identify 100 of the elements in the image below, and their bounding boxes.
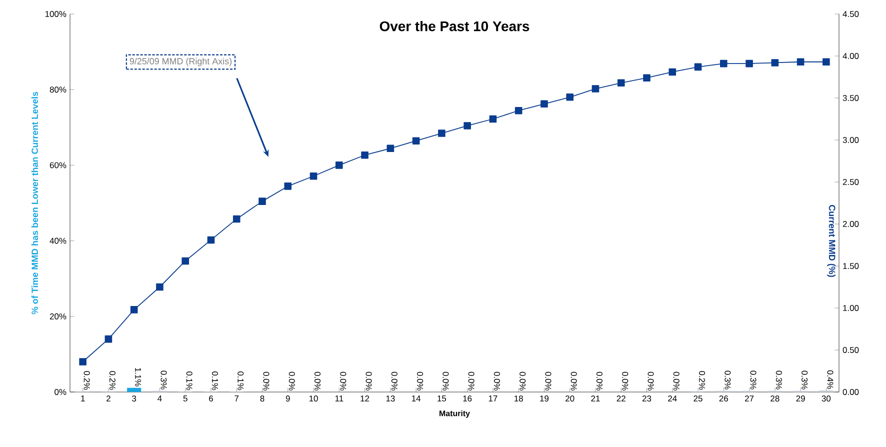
x-tick-label: 16: [463, 396, 472, 402]
point: [720, 60, 728, 68]
x-tick-label: 28: [770, 396, 780, 402]
point: [464, 122, 471, 130]
point: [489, 115, 497, 123]
y2-tick-label: 4.00: [842, 53, 859, 59]
point: [746, 60, 753, 68]
data-label: 0.0%: [468, 372, 474, 391]
x-tick-label: 19: [540, 396, 549, 402]
point: [694, 63, 702, 71]
x-tick-label: 12: [360, 396, 370, 402]
point: [438, 130, 446, 137]
data-label: 0.3%: [802, 370, 808, 390]
x-tick-label: 29: [796, 396, 805, 402]
x-tick-label: 6: [209, 396, 213, 402]
y-tick-label: 0%: [54, 389, 66, 395]
y2-tick-label: 3.00: [842, 137, 859, 143]
y-tick-label: 40%: [50, 238, 66, 244]
point: [361, 151, 368, 159]
data-label: 0.0%: [314, 372, 321, 391]
x-tick-label: 5: [183, 396, 188, 402]
x-tick-label: 11: [335, 396, 344, 402]
data-label: 0.0%: [596, 372, 602, 391]
data-label: 0.0%: [545, 372, 552, 391]
x-tick-label: 24: [668, 396, 677, 402]
x-tick-label: 15: [438, 396, 446, 402]
data-label: 0.0%: [494, 372, 500, 391]
data-label: 0.0%: [673, 372, 680, 391]
x-tick-label: 10: [309, 396, 318, 402]
data-label: 0.0%: [366, 372, 372, 391]
data-label: 0.1%: [212, 371, 218, 390]
x-tick-label: 18: [514, 396, 523, 402]
point: [592, 85, 600, 92]
x-tick-label: 2: [106, 396, 110, 402]
chart-title: Over the Past 10 Years: [380, 20, 530, 32]
data-label: 0.3%: [750, 370, 756, 390]
data-label: 0.2%: [699, 371, 706, 390]
x-tick-label: 26: [719, 396, 728, 402]
point: [232, 215, 240, 223]
y2-tick-label: 2.50: [842, 179, 859, 185]
data-label: 0.3%: [160, 370, 167, 390]
y2-tick-label: 1.00: [843, 305, 859, 311]
x-tick-label: 4: [158, 396, 162, 402]
y2-tick-label: 4.50: [842, 11, 859, 17]
data-label: 0.0%: [417, 372, 424, 391]
y2-tick-label: 0.00: [842, 389, 859, 395]
y2-tick-label: 0.50: [842, 347, 859, 353]
data-label: 0.0%: [622, 372, 628, 391]
x-tick-label: 13: [386, 396, 395, 402]
point: [566, 94, 574, 101]
point: [182, 257, 189, 265]
data-label: 0.2%: [84, 371, 90, 390]
y-tick-label: 20%: [50, 313, 66, 320]
point: [771, 59, 779, 66]
y-tick-label: 60%: [50, 162, 66, 168]
x-tick-label: 3: [132, 396, 136, 402]
point: [617, 79, 625, 87]
y2-axis-title: Current MMD (%): [827, 205, 836, 277]
point: [284, 182, 292, 190]
data-label: 0.0%: [520, 372, 526, 391]
point: [540, 100, 548, 108]
x-tick-label: 22: [616, 396, 626, 402]
data-label: 0.0%: [263, 372, 270, 391]
y2-tick-label: 1.50: [843, 263, 859, 269]
point: [514, 106, 522, 114]
y-tick-label: 100%: [45, 11, 66, 17]
point: [822, 58, 830, 66]
data-label: 0.4%: [827, 370, 834, 389]
x-tick-label: 7: [234, 396, 239, 402]
data-label: 0.0%: [570, 372, 577, 391]
x-tick-label: 17: [488, 396, 498, 402]
annotation: 9/25/09 MMD (Right Axis): [130, 58, 232, 66]
x-tick-label: 25: [694, 396, 702, 402]
data-label: 0.0%: [648, 372, 654, 391]
point: [643, 74, 650, 82]
point: [104, 335, 112, 343]
point: [310, 172, 318, 180]
data-label: 0.3%: [724, 370, 731, 390]
x-tick-label: 30: [822, 396, 831, 402]
data-label: 0.0%: [442, 372, 449, 391]
data-label: 0.2%: [109, 371, 116, 390]
data-label: 0.1%: [238, 371, 244, 390]
point: [156, 283, 164, 291]
x-tick-label: 21: [591, 396, 600, 402]
x-tick-label: 14: [412, 396, 421, 402]
point: [207, 236, 215, 244]
data-label: 1.1%: [135, 368, 142, 386]
y2-tick-label: 2.00: [842, 221, 859, 227]
data-label: 0.3%: [776, 370, 782, 390]
point: [386, 144, 394, 152]
x-tick-label: 9: [286, 396, 290, 402]
data-label: 0.0%: [391, 372, 398, 391]
point: [796, 58, 804, 66]
point: [412, 137, 420, 144]
x-tick-label: 1: [81, 396, 85, 402]
y-tick-label: 80%: [50, 86, 66, 93]
point: [336, 162, 343, 169]
y-axis-title: % of Time MMD has been Lower than Current Levels: [31, 92, 38, 314]
data-label: 0.1%: [186, 371, 192, 390]
data-label: 0.0%: [340, 372, 346, 391]
